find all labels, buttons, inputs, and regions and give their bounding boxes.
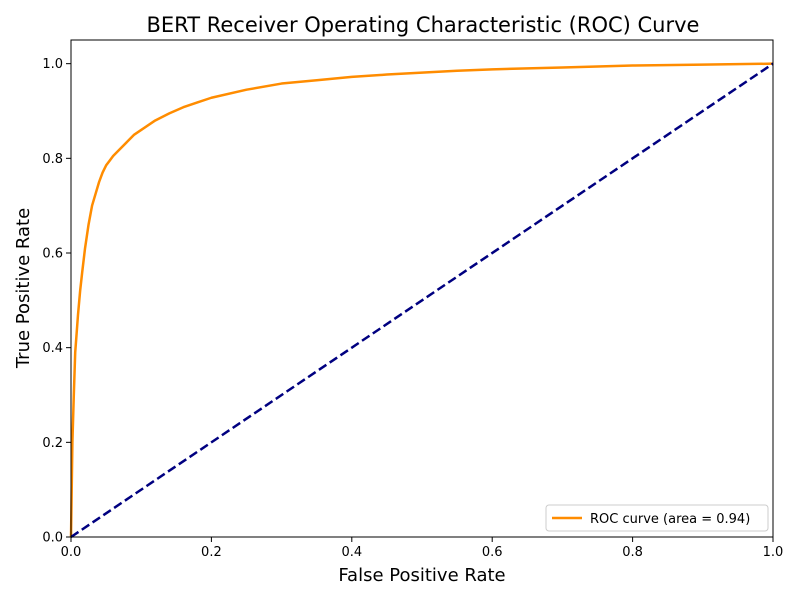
- y-tick-label: 0.6: [42, 247, 63, 262]
- x-axis-ticks: 0.0 0.2 0.4 0.6 0.8 1.0: [61, 537, 784, 560]
- plot-area: [69, 39, 774, 539]
- x-tick-label: 0.2: [201, 545, 222, 560]
- plot-border: [70, 39, 774, 538]
- legend-label-roc-curve: ROC curve (area = 0.94): [590, 512, 750, 527]
- plot-frame: [71, 40, 773, 537]
- x-tick-label: 0.4: [341, 545, 362, 560]
- roc-curve-line: [69, 62, 774, 538]
- x-axis-label: False Positive Rate: [338, 565, 505, 586]
- x-tick-label: 0.8: [622, 545, 643, 560]
- legend: ROC curve (area = 0.94): [545, 504, 769, 532]
- x-tick-label: 0.6: [482, 545, 503, 560]
- legend-box: [545, 504, 769, 532]
- y-axis-label: True Positive Rate: [13, 208, 34, 369]
- y-tick-label: 0.4: [42, 341, 63, 356]
- series-layer: [69, 62, 774, 539]
- y-tick-label: 0.2: [42, 436, 63, 451]
- x-tick-label: 1.0: [763, 545, 784, 560]
- chart-title: BERT Receiver Operating Characteristic (…: [147, 13, 700, 37]
- chance-diagonal-line: [70, 62, 774, 539]
- y-tick-label: 0.8: [42, 152, 63, 167]
- y-tick-label: 1.0: [42, 57, 63, 72]
- y-tick-label: 0.0: [42, 531, 63, 546]
- y-axis-ticks: 0.0 0.2 0.4 0.6 0.8 1.0: [42, 57, 71, 546]
- x-tick-label: 0.0: [61, 545, 82, 560]
